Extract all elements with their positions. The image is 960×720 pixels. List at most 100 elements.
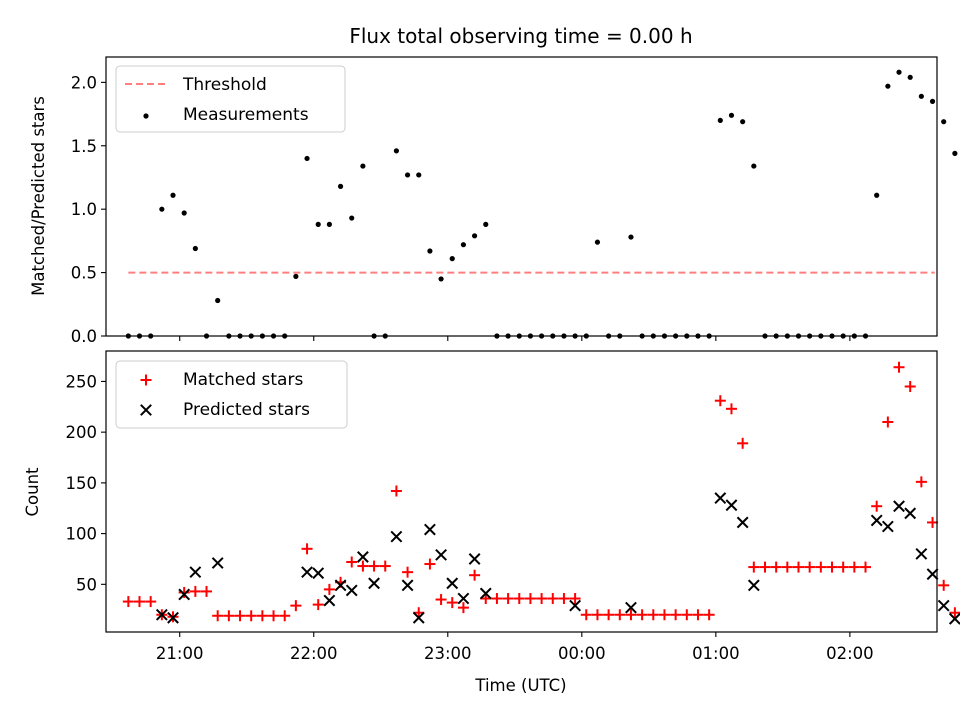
- bottom-legend-box: [115, 360, 348, 429]
- matched-point: [323, 583, 335, 595]
- matched-point: [949, 607, 960, 619]
- measurement-point: [427, 248, 433, 254]
- bottom-legend: Matched stars Predicted stars: [115, 360, 348, 429]
- matched-point: [279, 610, 291, 622]
- measurement-point: [393, 148, 400, 154]
- top-ytick-label: 0.5: [71, 264, 97, 283]
- predicted-point: [312, 567, 325, 580]
- count-panel: Count Time (UTC) 50 100 150 200 250 21:00 22:…: [23, 350, 960, 695]
- matched-point: [837, 561, 849, 573]
- bottom-xlabel: Time (UTC): [474, 676, 566, 695]
- top-y-axis: 0.0 0.5 1.0 1.5 2.0: [71, 73, 106, 346]
- predicted-point: [569, 599, 582, 612]
- measurement-point: [896, 69, 902, 75]
- matched-point: [558, 593, 570, 605]
- measurement-point: [471, 233, 478, 239]
- measurement-point: [907, 74, 913, 80]
- matched-point: [312, 599, 324, 611]
- matched-point: [245, 610, 257, 622]
- predicted-point: [167, 611, 179, 624]
- matched-point: [815, 561, 827, 573]
- measurement-point: [918, 93, 924, 99]
- matched-point: [871, 500, 883, 512]
- measurement-point: [952, 150, 958, 156]
- predicted-point: [870, 514, 883, 527]
- measurement-point: [416, 172, 422, 178]
- predicted-point: [345, 584, 358, 597]
- matched-point: [379, 560, 391, 572]
- matched-point: [580, 609, 592, 621]
- top-legend: Threshold Measurements: [115, 65, 346, 133]
- figure-title: Flux total observing time = 0.00 h: [349, 24, 692, 48]
- matched-point: [591, 609, 603, 621]
- matched-point: [402, 566, 414, 578]
- predicted-point: [714, 492, 727, 505]
- bottom-axes-frame: [105, 350, 938, 633]
- matched-point: [636, 609, 648, 621]
- legend-matched-label: Matched stars: [183, 370, 303, 390]
- measurement-point: [349, 215, 355, 221]
- measurement-point: [170, 192, 176, 198]
- bottom-xtick-label: 23:00: [424, 644, 472, 663]
- measurement-point: [438, 276, 444, 282]
- predicted-point: [356, 551, 369, 563]
- matched-point: [134, 596, 146, 608]
- matched-point: [424, 558, 436, 570]
- measurement-point: [326, 221, 332, 227]
- measurement-point: [728, 112, 735, 118]
- bottom-xtick-label: 22:00: [290, 644, 338, 663]
- matched-point: [502, 593, 514, 605]
- predicted-point: [211, 557, 224, 569]
- matched-point: [524, 593, 536, 605]
- top-ytick-label: 0.0: [71, 327, 97, 346]
- matched-point: [212, 610, 224, 622]
- measurement-point: [181, 210, 187, 216]
- predicted-point: [189, 566, 202, 579]
- matched-point: [748, 561, 760, 573]
- matched-point: [547, 593, 559, 605]
- matched-point: [256, 610, 268, 622]
- bottom-xtick-label: 00:00: [558, 644, 606, 663]
- predicted-point: [412, 611, 425, 624]
- matched-point: [670, 609, 682, 621]
- bottom-xtick-label: 01:00: [692, 644, 740, 663]
- bottom-xtick-label: 02:00: [826, 644, 874, 663]
- predicted-point: [625, 601, 637, 614]
- bottom-ytick-label: 150: [66, 474, 98, 493]
- measurement-point: [449, 256, 455, 262]
- predicted-point: [334, 579, 347, 592]
- predicted-point: [881, 520, 894, 533]
- predicted-point: [457, 592, 470, 605]
- matched-point: [301, 543, 313, 555]
- top-x-axis: [179, 336, 851, 341]
- matched-point: [178, 586, 190, 598]
- measurement-point: [159, 206, 165, 212]
- measurement-point: [404, 172, 411, 178]
- matched-point: [737, 437, 749, 449]
- bottom-ytick-label: 250: [66, 372, 98, 391]
- legend-predicted-label: Predicted stars: [183, 400, 310, 420]
- bottom-ytick-label: 200: [66, 423, 98, 442]
- top-ylabel: Matched/Predicted stars: [29, 96, 48, 296]
- measurement-point: [717, 117, 723, 124]
- top-ytick-label: 1.0: [71, 200, 97, 219]
- matched-point: [781, 561, 793, 573]
- matched-point: [469, 569, 481, 581]
- matched-point: [491, 593, 503, 605]
- top-legend-box: [115, 65, 346, 133]
- matched-point: [513, 593, 525, 605]
- matched-point: [927, 516, 939, 528]
- predicted-point: [323, 594, 336, 607]
- matched-point: [368, 560, 380, 572]
- predicted-point: [904, 507, 917, 520]
- measurement-point: [628, 234, 634, 240]
- bottom-y-axis: 50 100 150 200 250: [66, 372, 106, 594]
- legend-predicted-marker: [140, 404, 152, 416]
- measurement-point: [929, 98, 936, 104]
- matched-point: [536, 593, 548, 605]
- measurement-point: [740, 119, 746, 125]
- predicted-point: [390, 530, 403, 543]
- matched-point: [446, 597, 458, 609]
- predicted-point: [178, 588, 191, 601]
